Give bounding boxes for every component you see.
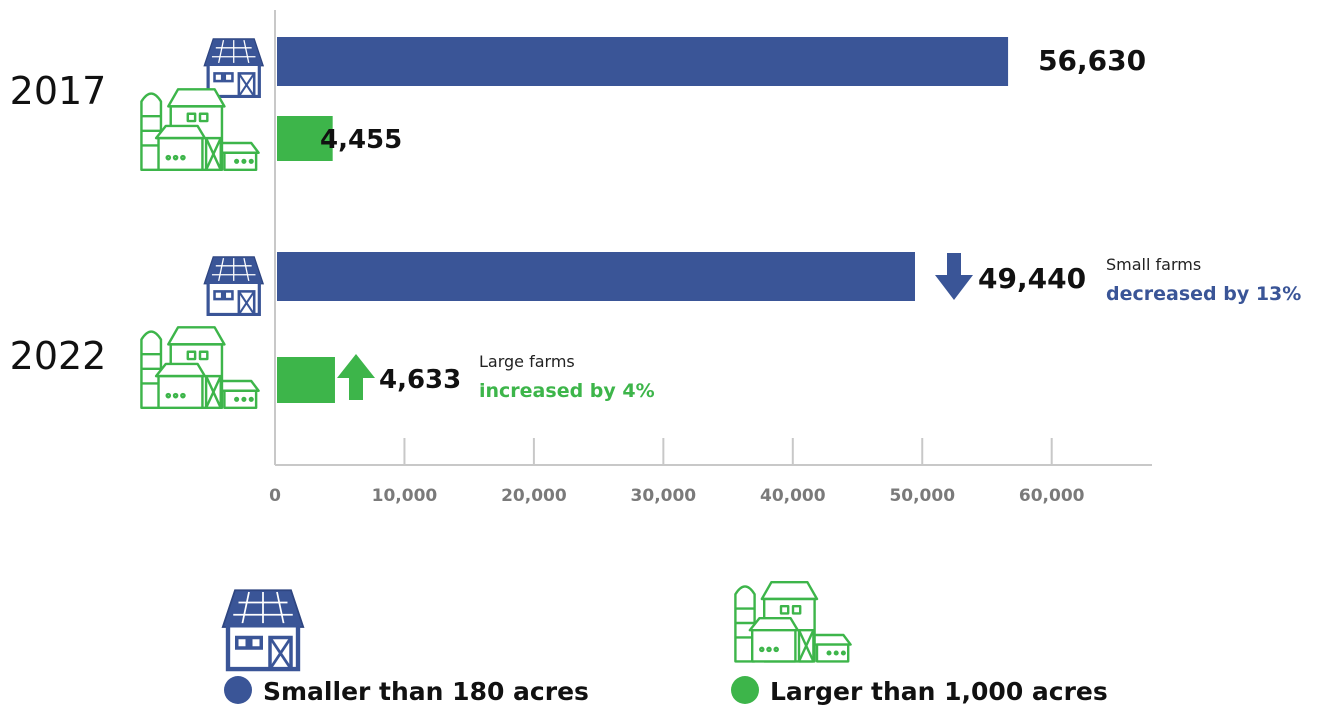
- legend-swatch: [224, 676, 252, 704]
- change-annotations: Small farms decreased by 13% Large farms in…: [337, 253, 1301, 402]
- row-icons: [140, 37, 265, 410]
- legend-label: Smaller than 180 acres: [263, 677, 589, 706]
- value-labels: 2017 2022 56,630 49,440 4,455 4,633: [10, 44, 1146, 395]
- x-tick-label: 50,000: [889, 486, 955, 506]
- legend-large-farm-icon: [734, 581, 852, 663]
- bars: [277, 37, 1009, 403]
- annotation-title: Large farms: [479, 352, 575, 371]
- x-tick-label: 20,000: [501, 486, 567, 506]
- year-label-2017: 2017: [10, 69, 107, 113]
- legend-label: Larger than 1,000 acres: [770, 677, 1108, 706]
- value-label: 4,633: [379, 365, 461, 395]
- value-label: 4,455: [320, 125, 402, 155]
- legend-swatch: [731, 676, 759, 704]
- large-farm-icon: [140, 88, 260, 172]
- value-label: 56,630: [1038, 44, 1146, 77]
- value-label: 49,440: [978, 262, 1086, 295]
- annotation-change: increased by 4%: [479, 380, 655, 402]
- bar-small-2022: [277, 252, 916, 301]
- large-farm-icon: [140, 326, 260, 410]
- small-barn-icon: [202, 255, 265, 317]
- bar-small-2017: [277, 37, 1009, 86]
- legend-small-barn-icon: [223, 590, 304, 669]
- x-tick-label: 10,000: [372, 486, 438, 506]
- annotation-title: Small farms: [1106, 255, 1201, 274]
- arrow-down-icon: [935, 253, 973, 300]
- annotation-change: decreased by 13%: [1106, 283, 1301, 305]
- x-tick-label: 0: [269, 486, 281, 506]
- small-barn-icon: [202, 37, 265, 99]
- bar-large-2022: [277, 357, 335, 403]
- x-tick-label: 30,000: [631, 486, 697, 506]
- year-label-2022: 2022: [10, 334, 107, 378]
- legend: Smaller than 180 acres Larger than 1,000 …: [223, 581, 1108, 706]
- x-tick-label: 40,000: [760, 486, 826, 506]
- bar-large-2017: [277, 116, 333, 161]
- x-tick-label: 60,000: [1019, 486, 1085, 506]
- arrow-up-icon: [337, 354, 375, 400]
- x-axis: 0 10,000 20,000 30,000 40,000 50,000 60,000: [269, 10, 1152, 506]
